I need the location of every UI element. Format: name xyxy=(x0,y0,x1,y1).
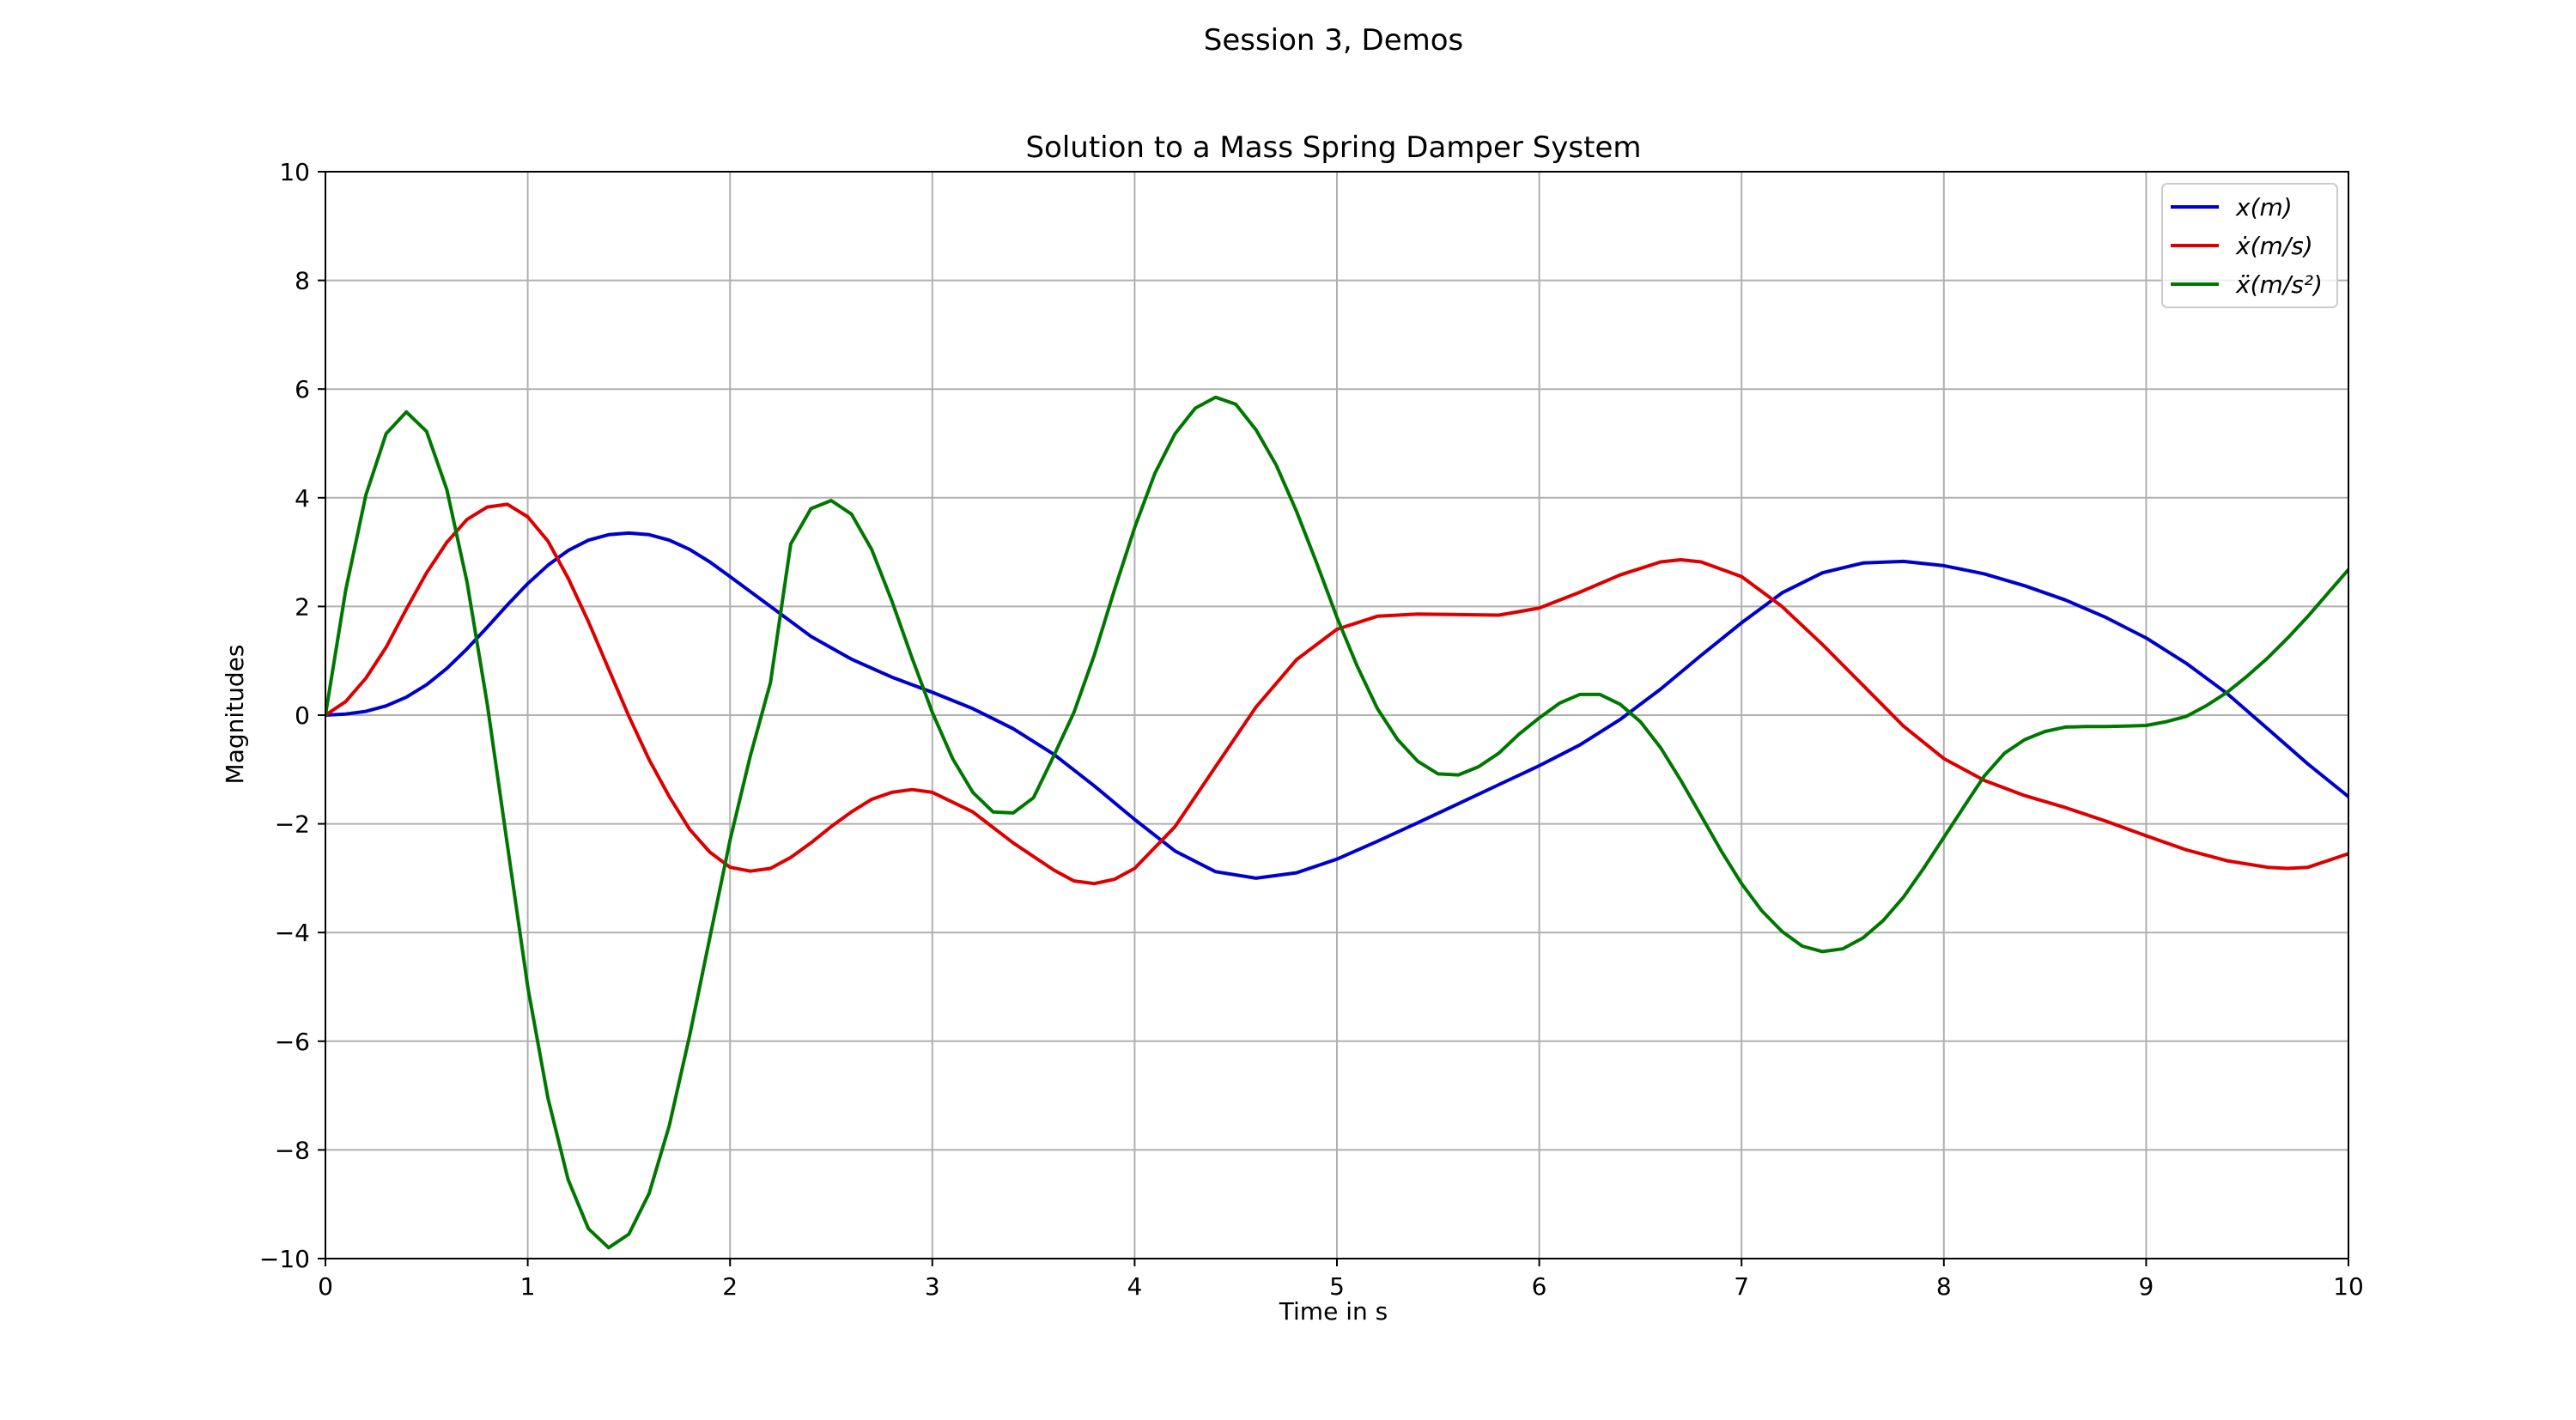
x-tick-label: 3 xyxy=(925,1272,940,1301)
x-tick-label: 9 xyxy=(2138,1272,2154,1301)
x-tick-label: 2 xyxy=(722,1272,738,1301)
y-tick-label: −10 xyxy=(259,1245,310,1273)
y-axis-label: Magnitudes xyxy=(221,645,249,785)
legend-box xyxy=(2161,183,2338,308)
x-tick-label: 0 xyxy=(318,1272,333,1301)
x-axis-label: Time in s xyxy=(1279,1297,1388,1326)
y-tick-label: 6 xyxy=(295,375,310,404)
legend-label-x-acceleration: ẍ(m/s²) xyxy=(2235,270,2323,299)
figure-suptitle: Session 3, Demos xyxy=(1204,23,1464,58)
x-tick-label: 10 xyxy=(2333,1272,2364,1301)
y-tick-label: −6 xyxy=(275,1028,310,1056)
legend-label-x-velocity: ẋ(m/s) xyxy=(2235,232,2313,260)
x-tick-label: 8 xyxy=(1936,1272,1952,1301)
axis-ticks: 0 1 2 3 4 5 6 7 8 9 10 −10 −8 −6 −4 −2 0 2 4 6 8 10 xyxy=(259,158,2364,1301)
x-tick-label: 5 xyxy=(1329,1272,1345,1301)
y-tick-label: −4 xyxy=(275,919,310,947)
series-line-x-acceleration xyxy=(325,395,2348,1250)
y-tick-label: 8 xyxy=(295,267,310,295)
chart-title: Solution to a Mass Spring Damper System xyxy=(1025,130,1641,165)
x-tick-label: 4 xyxy=(1127,1272,1142,1301)
y-tick-label: 2 xyxy=(295,592,310,621)
y-tick-label: 10 xyxy=(279,158,310,186)
series-line-x-velocity xyxy=(325,502,2348,886)
series-lines xyxy=(325,395,2348,1250)
y-tick-label: −8 xyxy=(275,1136,310,1164)
legend-label-x-position: x(m) xyxy=(2235,193,2293,221)
y-tick-label: −2 xyxy=(275,810,310,839)
y-tick-label: 0 xyxy=(295,701,310,730)
y-tick-label: 4 xyxy=(295,484,310,513)
series-line-x-position xyxy=(325,531,2348,880)
x-tick-label: 7 xyxy=(1734,1272,1749,1301)
legend: x(m) ẋ(m/s) ẍ(m/s²) xyxy=(2161,183,2338,308)
x-tick-label: 1 xyxy=(520,1272,536,1301)
x-tick-label: 6 xyxy=(1532,1272,1547,1301)
